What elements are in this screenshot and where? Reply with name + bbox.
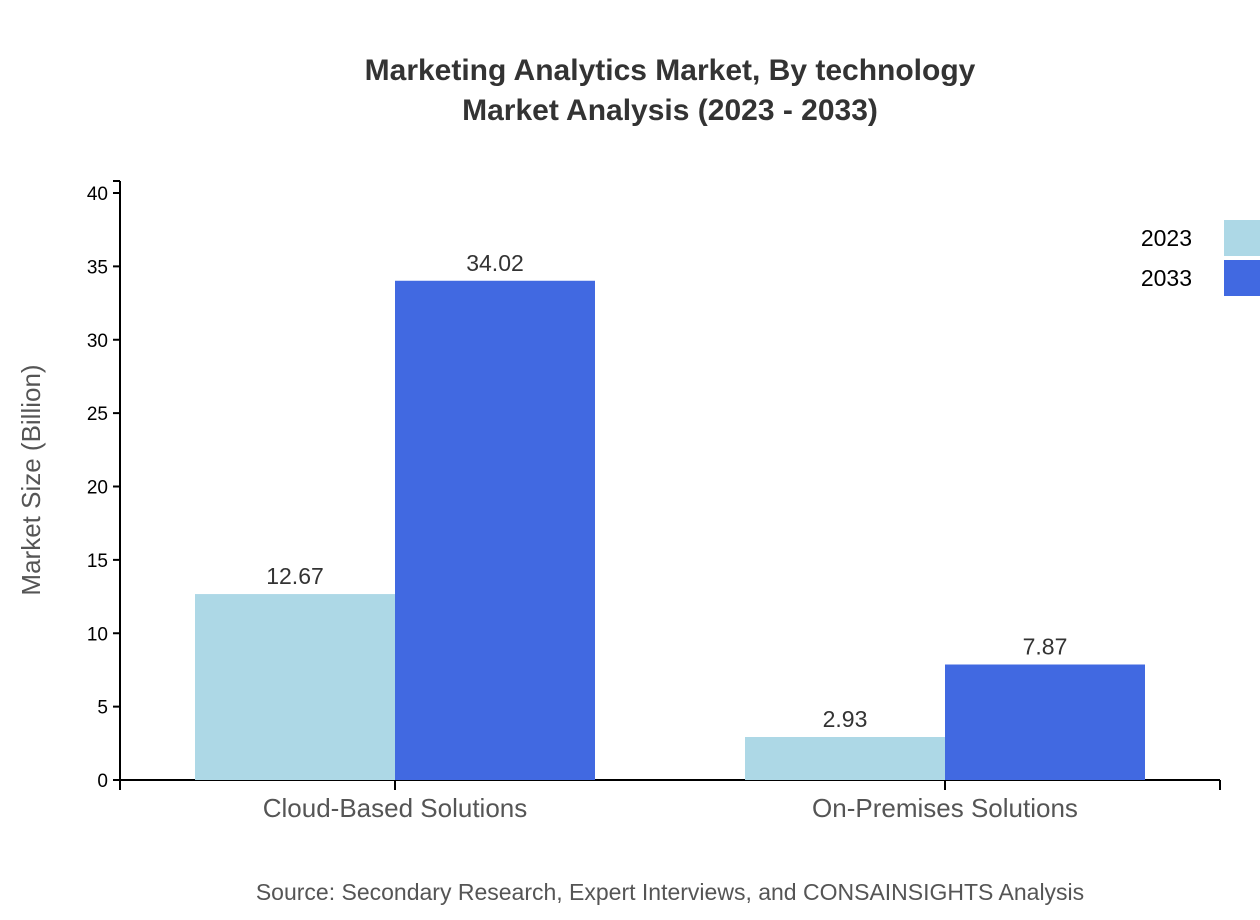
bar-2023 (195, 594, 395, 780)
y-tick-label: 30 (87, 331, 108, 352)
y-axis-label: Market Size (Billion) (16, 364, 46, 595)
y-tick-label: 5 (97, 698, 108, 719)
x-tick-label: On-Premises Solutions (812, 793, 1078, 823)
chart-title: Marketing Analytics Market, By technolog… (365, 54, 976, 87)
chart-subtitle: Market Analysis (2023 - 2033) (462, 94, 878, 127)
y-tick-label: 40 (87, 184, 108, 205)
bar-2023 (745, 737, 945, 780)
source-note: Source: Secondary Research, Expert Inter… (256, 879, 1084, 905)
bar-2033 (945, 664, 1145, 780)
bar-2033 (395, 280, 595, 780)
x-tick-label: Cloud-Based Solutions (263, 793, 528, 823)
y-tick-label: 10 (87, 624, 108, 645)
y-tick-label: 35 (87, 257, 108, 278)
legend-swatch-2023 (1224, 220, 1260, 256)
data-label: 7.87 (1023, 634, 1068, 660)
y-tick-label: 25 (87, 404, 108, 425)
y-tick-label: 15 (87, 551, 108, 572)
data-label: 34.02 (466, 250, 524, 276)
legend-label: 2033 (1141, 265, 1192, 291)
y-tick-label: 20 (87, 478, 108, 499)
y-tick-label: 0 (97, 771, 108, 792)
legend-swatch-2033 (1224, 260, 1260, 296)
legend-label: 2023 (1141, 225, 1192, 251)
data-label: 12.67 (266, 563, 324, 589)
data-label: 2.93 (823, 706, 868, 732)
